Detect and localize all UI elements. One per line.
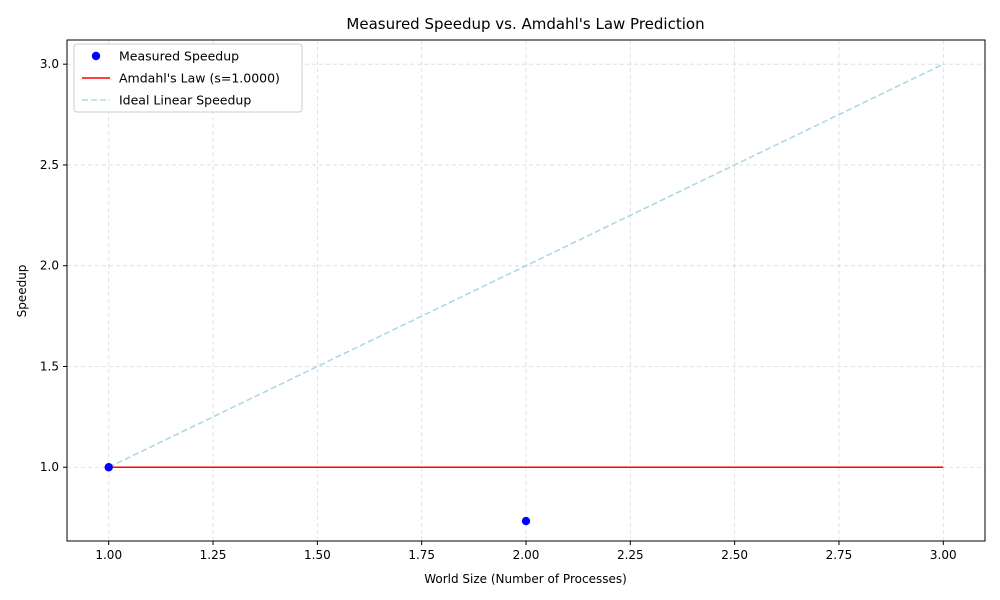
y-tick-label: 3.0 xyxy=(40,57,59,71)
x-tick-label: 1.50 xyxy=(304,548,331,562)
x-axis-ticks: 1.00 1.25 1.50 1.75 2.00 2.25 2.50 2.75 3.00 xyxy=(95,541,957,562)
measured-speedup-point xyxy=(521,516,531,526)
x-tick-label: 3.00 xyxy=(930,548,957,562)
y-tick-label: 2.5 xyxy=(40,158,59,172)
legend-label: Ideal Linear Speedup xyxy=(119,93,251,108)
x-tick-label: 1.75 xyxy=(408,548,435,562)
series-layer xyxy=(104,63,944,526)
x-tick-label: 2.25 xyxy=(617,548,644,562)
ideal-linear-speedup-line xyxy=(108,63,944,468)
y-axis-ticks: 1.0 1.5 2.0 2.5 3.0 xyxy=(40,57,67,474)
chart-title: Measured Speedup vs. Amdahl's Law Predic… xyxy=(346,15,704,33)
legend-marker-measured xyxy=(91,51,101,61)
legend-box xyxy=(73,43,303,113)
x-tick-label: 1.25 xyxy=(200,548,227,562)
legend: Measured Speedup Amdahl's Law (s=1.0000) I… xyxy=(73,43,303,113)
x-tick-label: 1.00 xyxy=(95,548,122,562)
legend-label: Amdahl's Law (s=1.0000) xyxy=(119,71,280,86)
x-tick-label: 2.75 xyxy=(826,548,853,562)
x-tick-label: 2.00 xyxy=(513,548,540,562)
y-tick-label: 1.0 xyxy=(40,460,59,474)
x-axis-label: World Size (Number of Processes) xyxy=(424,572,627,586)
y-axis-label: Speedup xyxy=(15,265,29,318)
legend-label: Measured Speedup xyxy=(119,49,239,64)
x-tick-label: 2.50 xyxy=(721,548,748,562)
measured-speedup-point xyxy=(104,463,113,472)
y-tick-label: 1.5 xyxy=(40,359,59,373)
y-tick-label: 2.0 xyxy=(40,259,59,273)
